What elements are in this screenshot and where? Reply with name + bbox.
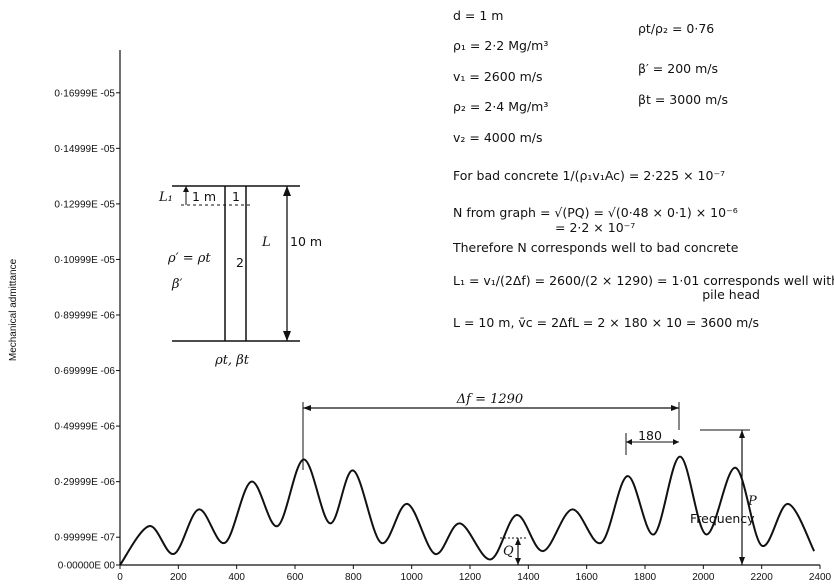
param-line: ρ₁ = 2·2 Mg/m³: [453, 38, 548, 53]
param-line: v₁ = 2600 m/s: [453, 69, 543, 84]
peak-spacing-label: 180: [638, 428, 662, 443]
one-m-label: 1 m: [192, 189, 216, 204]
calc-line: N from graph = √(PQ) = √(0·48 × 0·1) × 1…: [453, 205, 738, 220]
x-tick-label: 1000: [401, 572, 424, 583]
small-one-label: 1: [232, 189, 240, 204]
param-line: d = 1 m: [453, 8, 503, 23]
p-label: P: [747, 494, 757, 509]
ten-m-label: 10 m: [290, 234, 322, 249]
l1-label: L₁: [158, 190, 173, 205]
y-tick-label: 0·12999E -05: [54, 199, 115, 210]
x-tick-label: 1600: [576, 572, 599, 583]
base-label: ρt, βt: [214, 353, 250, 368]
delta-f-annotation: Δf = 1290: [302, 392, 680, 470]
x-ticks: 0 200 400 600 800 1000 1200 1400 1600 1800 2000 220…: [117, 565, 832, 583]
calc-line: = 2·2 × 10⁻⁷: [555, 220, 635, 235]
param-line: v₂ = 4000 m/s: [453, 130, 543, 145]
calc-line: For bad concrete 1/(ρ₁v₁Ac) = 2·225 × 10…: [453, 168, 725, 183]
x-tick-label: 2200: [751, 572, 774, 583]
y-tick-label: 0·69999E -06: [54, 366, 115, 377]
y-tick-label: 0·10999E -05: [54, 255, 115, 266]
param-line: ρ₂ = 2·4 Mg/m³: [453, 99, 548, 114]
calculations: For bad concrete 1/(ρ₁v₁Ac) = 2·225 × 10…: [452, 168, 834, 330]
parameters-left: d = 1 m ρ₁ = 2·2 Mg/m³ v₁ = 2600 m/s ρ₂ …: [453, 8, 548, 145]
x-tick-label: 200: [170, 572, 187, 583]
calc-line: L₁ = v₁/(2Δf) = 2600/(2 × 1290) = 1·01 c…: [453, 273, 834, 288]
frequency-label: Frequency: [690, 511, 755, 526]
x-tick-label: 1200: [459, 572, 482, 583]
x-tick-label: 2000: [692, 572, 715, 583]
pile-diagram: L₁ 1 m 1 2 L 10 m ρ′ = ρt β′ ρt, βt: [158, 185, 322, 368]
y-tick-label: 0·89999E -06: [54, 311, 115, 322]
x-tick-label: 1400: [517, 572, 540, 583]
y-ticks: 0·00000E 00 0·99999E -07 0·29999E -06 0·499…: [54, 88, 120, 572]
x-tick-label: 400: [228, 572, 245, 583]
x-tick-label: 600: [287, 572, 304, 583]
x-tick-label: 1800: [634, 572, 657, 583]
beta-prime-label: β′: [171, 277, 183, 292]
x-tick-label: 2400: [809, 572, 832, 583]
y-tick-label: 0·16999E -05: [54, 88, 115, 99]
x-tick-label: 800: [345, 572, 362, 583]
rho-prime-label: ρ′ = ρt: [167, 251, 211, 266]
q-annotation: Q: [500, 537, 528, 565]
param-line: βt = 3000 m/s: [638, 92, 728, 107]
y-tick-label: 0·00000E 00: [58, 561, 116, 572]
p-annotation: P Frequency: [690, 429, 757, 565]
y-tick-label: 0·49999E -06: [54, 422, 115, 433]
q-label: Q: [503, 544, 514, 559]
l-label: L: [261, 235, 271, 250]
param-line: ρt/ρ₂ = 0·76: [638, 21, 714, 36]
calc-line: L = 10 m, v̄c = 2ΔfL = 2 × 180 × 10 = 36…: [453, 315, 759, 330]
y-tick-label: 0·99999E -07: [54, 533, 115, 544]
x-tick-label: 0: [117, 572, 123, 583]
y-tick-label: 0·29999E -06: [54, 477, 115, 488]
y-axis-label: Mechanical admittance: [8, 258, 19, 361]
parameters-right: ρt/ρ₂ = 0·76 β′ = 200 m/s βt = 3000 m/s: [638, 21, 728, 107]
delta-f-label: Δf = 1290: [456, 392, 523, 407]
peak-spacing-annotation: 180: [625, 428, 679, 455]
series-line: [119, 455, 816, 566]
calc-line: Therefore N corresponds well to bad conc…: [452, 240, 739, 255]
y-tick-label: 0·14999E -05: [54, 144, 115, 155]
calc-line: pile head: [702, 287, 760, 302]
param-line: β′ = 200 m/s: [638, 61, 718, 76]
two-label: 2: [236, 255, 244, 270]
